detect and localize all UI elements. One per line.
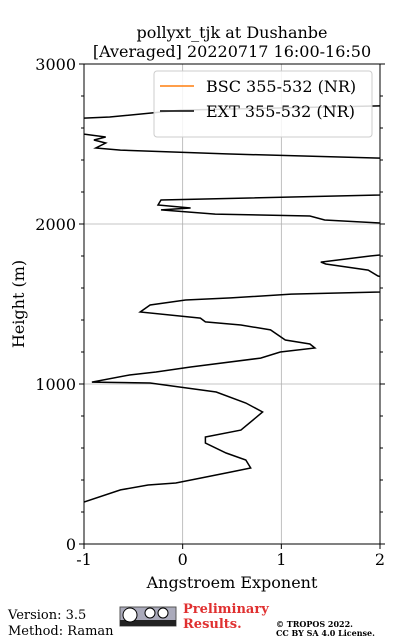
status: Preliminary Results. <box>183 602 269 632</box>
license: CC BY SA 4.0 License. <box>276 628 375 638</box>
x-tick-label: 1 <box>276 550 286 569</box>
y-tick-label: 2000 <box>35 215 76 234</box>
license-badge <box>119 606 177 627</box>
legend-label: BSC 355-532 (NR) <box>206 77 356 96</box>
y-tick-label: 1000 <box>35 375 76 394</box>
legend-label: EXT 355-532 (NR) <box>206 102 355 121</box>
method: Method: Raman <box>8 624 114 639</box>
y-tick-label: 0 <box>66 535 76 554</box>
plot-area <box>84 105 380 503</box>
version: Version: 3.5 <box>7 608 86 623</box>
chart-subtitle: [Averaged] 20220717 16:00-16:50 <box>93 42 371 61</box>
x-tick-label: 2 <box>375 550 385 569</box>
y-axis-label: Height (m) <box>9 260 28 348</box>
legend-box <box>153 70 373 138</box>
x-axis-label: Angstroem Exponent <box>146 573 318 592</box>
status-box: Preliminary Results. <box>183 602 269 632</box>
x-tick-label: -1 <box>76 550 92 569</box>
copyright: © TROPOS 2022. <box>276 619 353 629</box>
chart-title: pollyxt_tjk at Dushanbe <box>136 23 327 42</box>
x-tick-label: 0 <box>178 550 188 569</box>
plot-frame <box>83 63 381 545</box>
y-tick-label: 3000 <box>35 55 76 74</box>
profile-line <box>84 105 380 503</box>
